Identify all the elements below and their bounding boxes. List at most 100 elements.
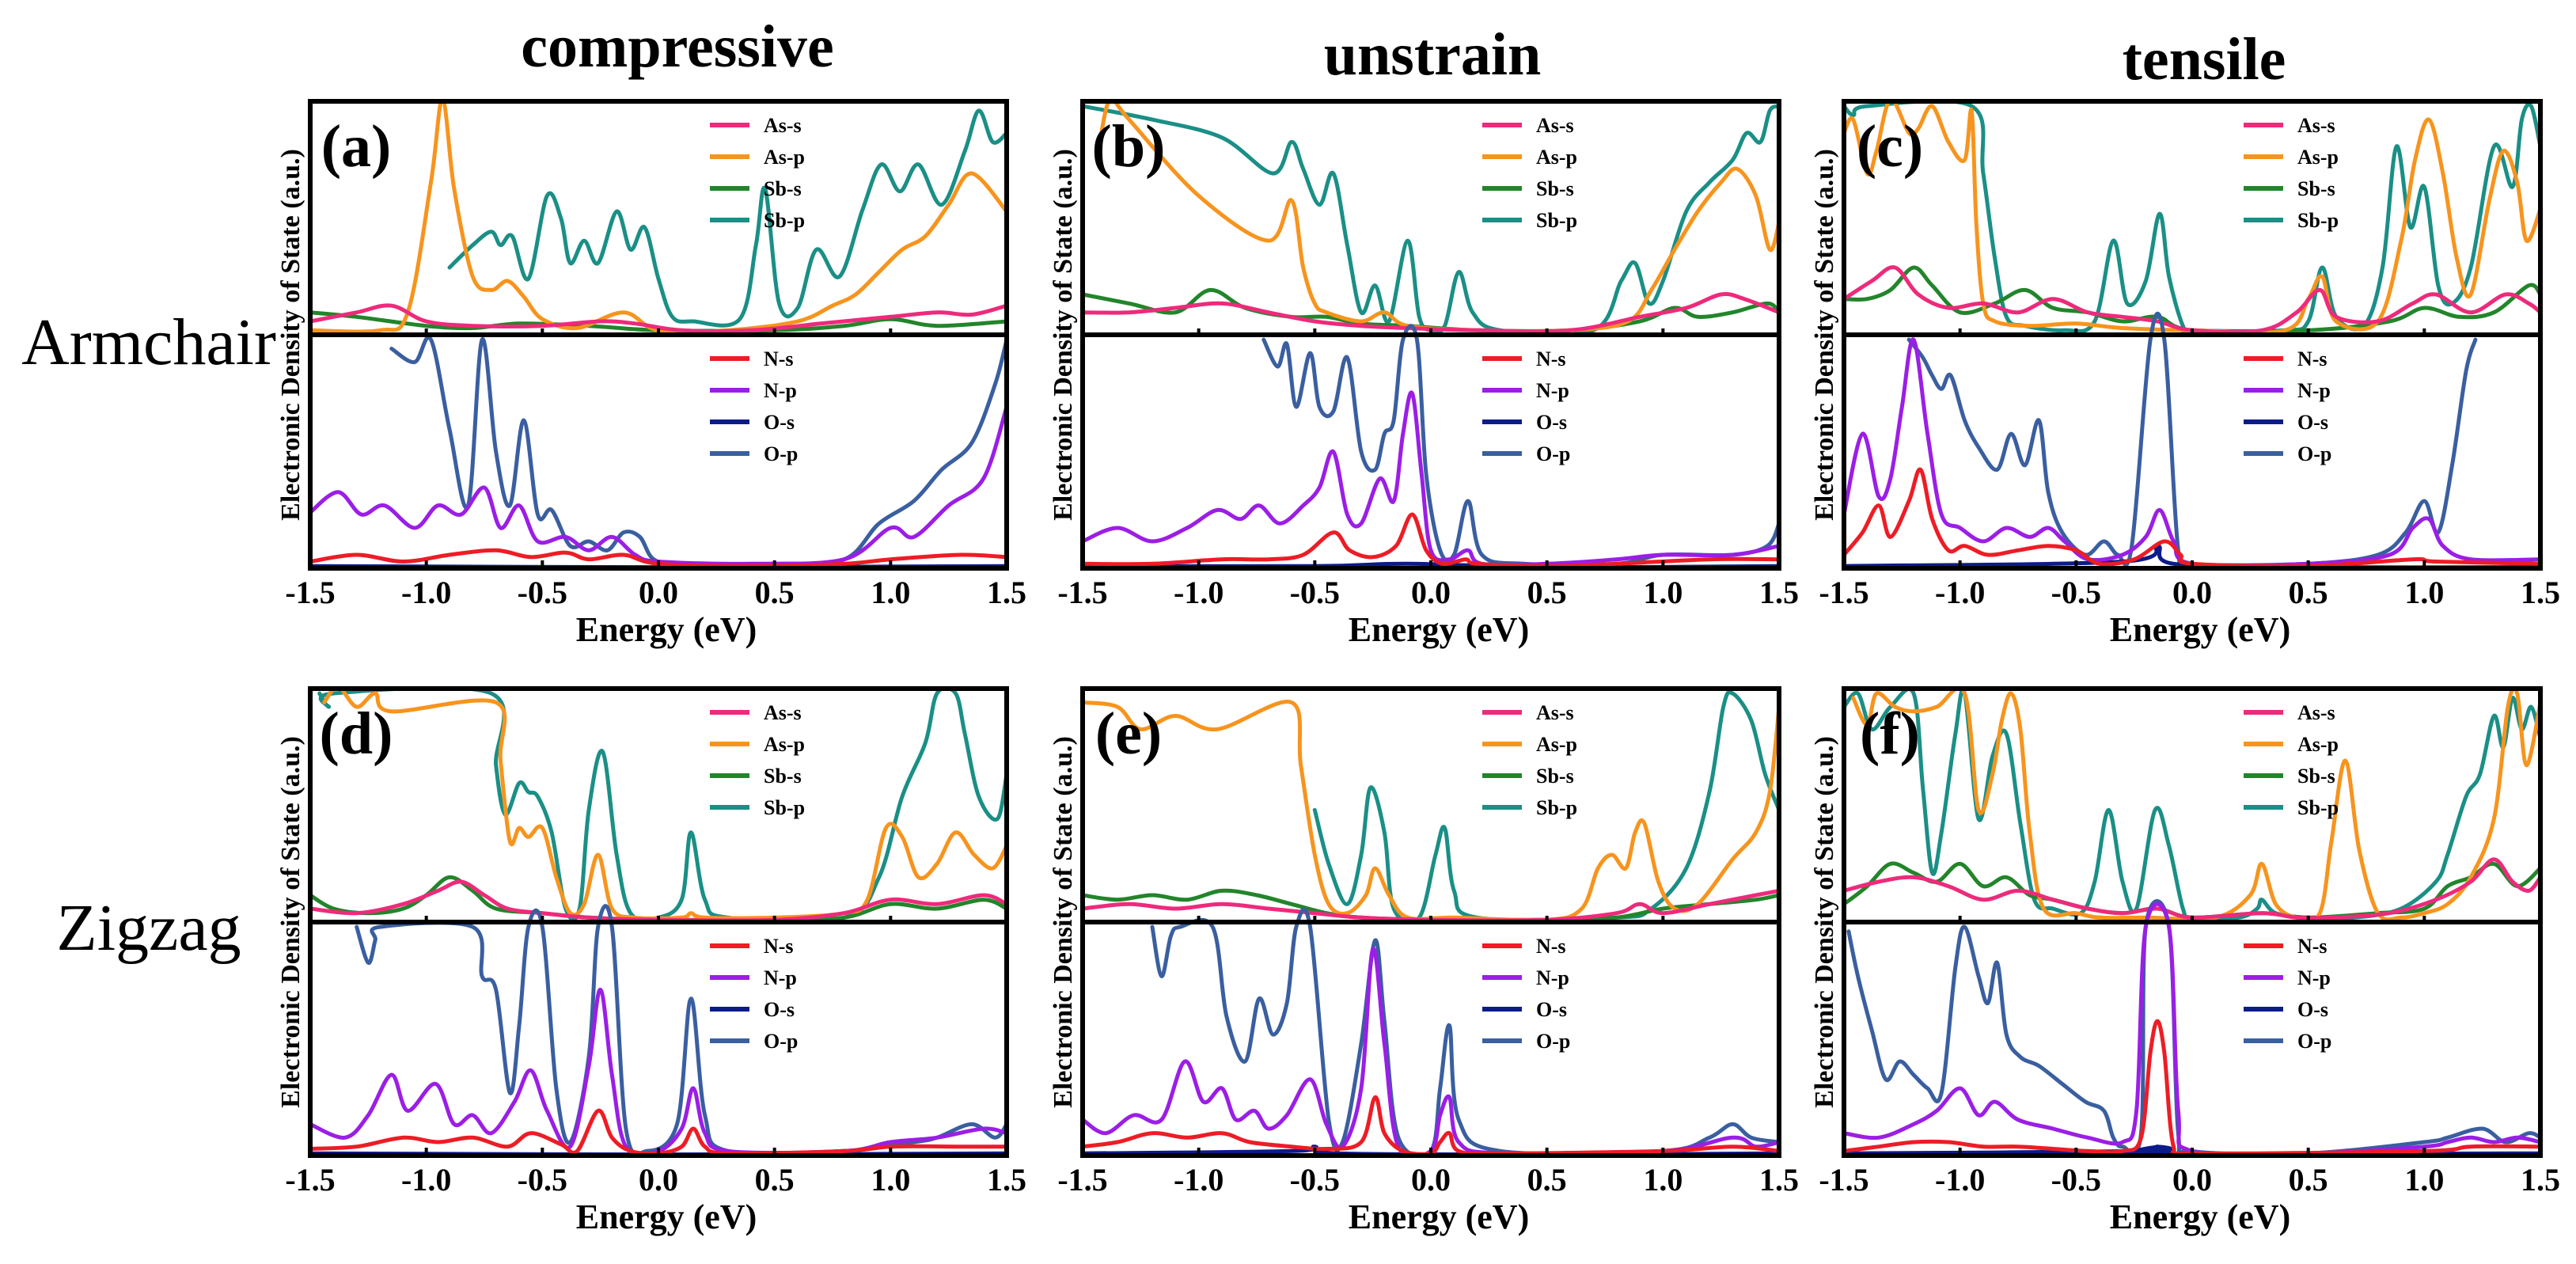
panel-f-xtick-label: -0.5 — [2051, 1162, 2101, 1198]
panel-f-xtick-label: -1.5 — [1819, 1162, 1868, 1198]
panel-e-xtick-label: 0.0 — [1411, 1162, 1451, 1198]
panel-b-xtick-label: 1.5 — [1759, 575, 1799, 610]
panel-a-xtick-label: 1.0 — [871, 575, 910, 610]
panel-a-legend-n-p: N-p — [764, 379, 797, 402]
panel-a-legend-n-s: N-s — [764, 347, 794, 370]
panel-b-series-n-p — [1083, 390, 1779, 567]
panel-c-legend-sb-p: Sb-p — [2297, 209, 2339, 232]
panel-d-label: (d) — [320, 700, 393, 767]
panel-d-legend-n-s: N-s — [764, 935, 794, 958]
panel-e-legend-n-s: N-s — [1536, 935, 1566, 958]
panel-c-xtick-label: -1.0 — [1935, 575, 1985, 610]
panel-b-legend-o-p: O-p — [1536, 442, 1570, 465]
panel-f-plot-area — [1844, 689, 2540, 1156]
panel-a-xtick-label: 0.0 — [639, 575, 678, 610]
panel-e-xtick-label: -0.5 — [1290, 1162, 1340, 1198]
panel-e-series-n-s — [1083, 1095, 1779, 1156]
panel-b: -1.5 -1.0 -0.5 0.0 0.5 1.0 1.5 Energy (eV) Elect… — [1049, 99, 1799, 649]
panel-e-legend-sb-s: Sb-s — [1536, 765, 1574, 788]
panel-c-series-n-s — [1844, 467, 2540, 568]
panel-a-legend-sb-s: Sb-s — [764, 177, 802, 200]
panel-e-legend-n-p: N-p — [1536, 966, 1569, 989]
panel-f-series-as-s — [1844, 857, 2540, 920]
panel-e-xtick-label: -1.0 — [1174, 1162, 1224, 1198]
panel-b-label: (b) — [1092, 113, 1166, 180]
column-title-unstrain: unstrain — [1324, 21, 1542, 88]
panel-e-xlabel: Energy (eV) — [1349, 1198, 1530, 1236]
panels-group: -1.5 -1.0 -0.5 0.0 0.5 1.0 1.5 Energy (eV) Elect… — [276, 99, 2560, 1236]
panel-f-legend-o-s: O-s — [2297, 998, 2328, 1021]
panel-c-xtick-label: 0.0 — [2172, 575, 2212, 610]
panel-b-legend-n-p: N-p — [1536, 379, 1569, 402]
panel-f-series-as-p — [1851, 689, 2540, 923]
panel-b-plot-area — [1083, 101, 1779, 568]
panel-f-series-o-p — [1846, 899, 2540, 1156]
panel-b-series-o-p — [1261, 324, 1779, 567]
panel-e-legend-o-p: O-p — [1536, 1030, 1570, 1053]
panel-c-legend-n-p: N-p — [2297, 379, 2331, 402]
panel-a-xtick-label: -1.5 — [285, 575, 335, 610]
panel-f-series-sb-p — [1844, 689, 2540, 921]
panel-a-label: (a) — [321, 113, 392, 180]
panel-c-series-sb-s — [1844, 265, 2540, 334]
panel-d-xtick-label: -0.5 — [518, 1162, 567, 1198]
panel-e-legend-as-s: As-s — [1536, 701, 1574, 724]
panel-d-series-as-p — [322, 689, 1007, 920]
panel-b-xtick-label: 0.0 — [1411, 575, 1451, 610]
panel-d-xtick-label: 1.5 — [987, 1162, 1026, 1198]
panel-b-xtick-label: -0.5 — [1290, 575, 1340, 610]
panel-d-xtick-label: 1.0 — [871, 1162, 910, 1198]
panel-c-ylabel: Electronic Density of State (a.u.) — [1810, 149, 1839, 521]
panel-e-ylabel: Electronic Density of State (a.u.) — [1049, 736, 1078, 1108]
panel-a-xtick-label: 1.5 — [987, 575, 1026, 610]
column-title-compressive: compressive — [521, 13, 833, 80]
panel-b-xtick-label: 1.0 — [1643, 575, 1683, 610]
panel-f-legend-n-s: N-s — [2297, 935, 2328, 958]
column-title-tensile: tensile — [2123, 26, 2286, 93]
panel-e-xtick-label: 0.5 — [1527, 1162, 1567, 1198]
panel-b-series-sb-p — [1083, 104, 1779, 337]
panel-e-xtick-label: -1.5 — [1057, 1162, 1107, 1198]
panel-d-xtick-label: 0.5 — [755, 1162, 795, 1198]
panel-a-series-sb-p — [447, 108, 1007, 328]
panel-e-series-n-p — [1083, 947, 1779, 1156]
panel-d-xtick-label: -1.5 — [285, 1162, 335, 1198]
panel-b-xtick-label: -1.0 — [1174, 575, 1224, 610]
panel-b-legend-as-p: As-p — [1536, 146, 1577, 169]
panel-f-label: (f) — [1860, 700, 1920, 767]
panel-a-ylabel: Electronic Density of State (a.u.) — [276, 149, 305, 521]
panel-a-series-as-p — [310, 101, 1007, 334]
panel-b-series-as-p — [1099, 101, 1779, 333]
panel-e-plot-area — [1083, 690, 1779, 1156]
panel-c-xtick-label: -1.5 — [1819, 575, 1868, 610]
panel-f-series-n-s — [1844, 1019, 2540, 1156]
panel-f-xlabel: Energy (eV) — [2110, 1198, 2291, 1236]
panel-b-legend-o-s: O-s — [1536, 411, 1567, 434]
panel-c-xtick-label: 1.0 — [2404, 575, 2444, 610]
panel-d-legend-o-s: O-s — [764, 998, 795, 1021]
panel-d: -1.5 -1.0 -0.5 0.0 0.5 1.0 1.5 Energy (eV) Elect… — [276, 686, 1026, 1236]
panel-b-series-n-s — [1083, 512, 1779, 568]
panel-c-xtick-label: 1.5 — [2521, 575, 2560, 610]
panel-a-series-n-s — [310, 548, 1007, 568]
panel-e-xtick-label: 1.0 — [1643, 1162, 1683, 1198]
panel-d-legend-sb-p: Sb-p — [764, 796, 805, 819]
panel-e-series-o-p — [1150, 907, 1779, 1156]
panel-c-series-o-p — [1906, 311, 2478, 568]
panel-d-series-n-p — [310, 987, 1007, 1156]
panel-d-xlabel: Energy (eV) — [576, 1198, 757, 1236]
panel-c-xlabel: Energy (eV) — [2110, 610, 2291, 649]
panel-a-legend-sb-p: Sb-p — [764, 209, 805, 232]
panel-c-label: (c) — [1857, 113, 1923, 180]
panel-f-legend-as-s: As-s — [2297, 701, 2335, 724]
panel-c-legend-as-s: As-s — [2297, 114, 2335, 137]
panel-c-legend-o-s: O-s — [2297, 411, 2328, 434]
panel-e-xtick-label: 1.5 — [1759, 1162, 1799, 1198]
panel-c-series-n-p — [1844, 337, 2540, 568]
panel-f-xtick-label: 0.0 — [2172, 1162, 2212, 1198]
panel-a-legend-o-s: O-s — [764, 411, 795, 434]
row-title-zigzag: Zigzag — [56, 891, 241, 965]
panel-b-xtick-label: -1.5 — [1057, 575, 1107, 610]
panel-e-legend-as-p: As-p — [1536, 733, 1577, 756]
